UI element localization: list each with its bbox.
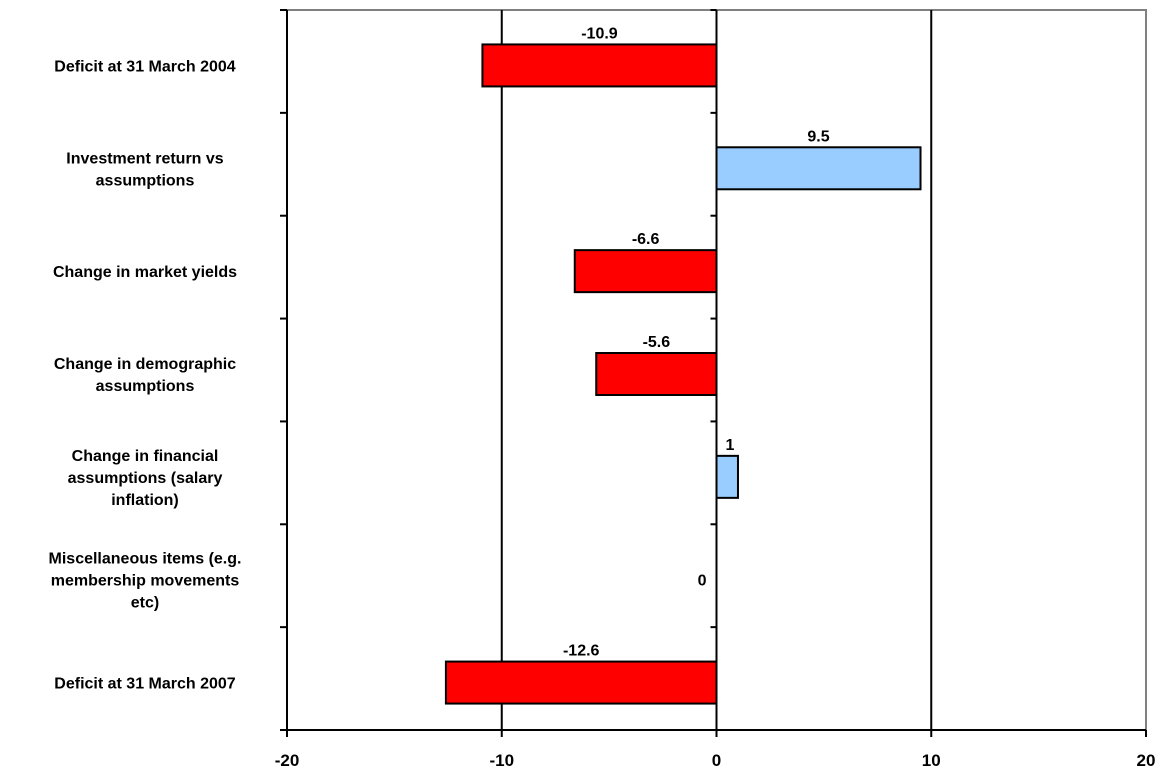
data-label: 0 [698,573,707,590]
category-label: Deficit at 31 March 2004 [54,58,236,75]
category-label: Deficit at 31 March 2007 [54,676,236,693]
x-tick-label: -10 [489,751,514,770]
bar [481,43,718,88]
category-label: Change in financial assumptions (salary in… [68,448,223,509]
data-label: 1 [726,437,735,454]
x-tick-label: 20 [1137,751,1156,770]
data-label: 9.5 [807,128,829,145]
bar [715,146,922,191]
category-label: Miscellaneous items (e.g. membership move… [49,551,242,612]
category-label: Change in demographic assumptions [54,356,236,395]
x-tick-label: -20 [275,751,300,770]
category-label: Investment return vs assumptions [66,150,223,189]
x-tick-label: 10 [922,751,941,770]
data-label: -5.6 [643,334,671,351]
data-label: -10.9 [581,25,618,42]
category-label: Change in market yields [53,264,237,281]
bar [595,352,718,396]
data-label: -12.6 [563,643,600,660]
bar [444,660,718,705]
bar [715,454,739,499]
data-label: -6.6 [632,231,660,248]
bar [573,249,718,294]
x-tick-label: 0 [712,751,721,770]
